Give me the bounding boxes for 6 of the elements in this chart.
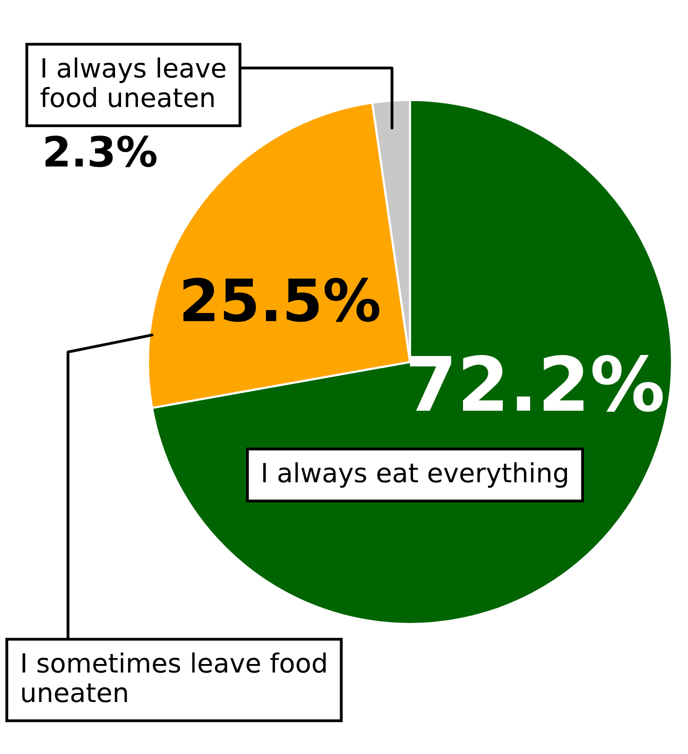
data-label: 72.2% (410, 355, 663, 412)
slice-label: I always leave food uneaten (40, 57, 226, 108)
data-label: 2.3% (46, 136, 156, 168)
slice-label: I sometimes leave food uneaten (22, 652, 326, 702)
data-label: 25.5% (183, 278, 380, 322)
slice-label: I always eat everything (263, 462, 567, 488)
